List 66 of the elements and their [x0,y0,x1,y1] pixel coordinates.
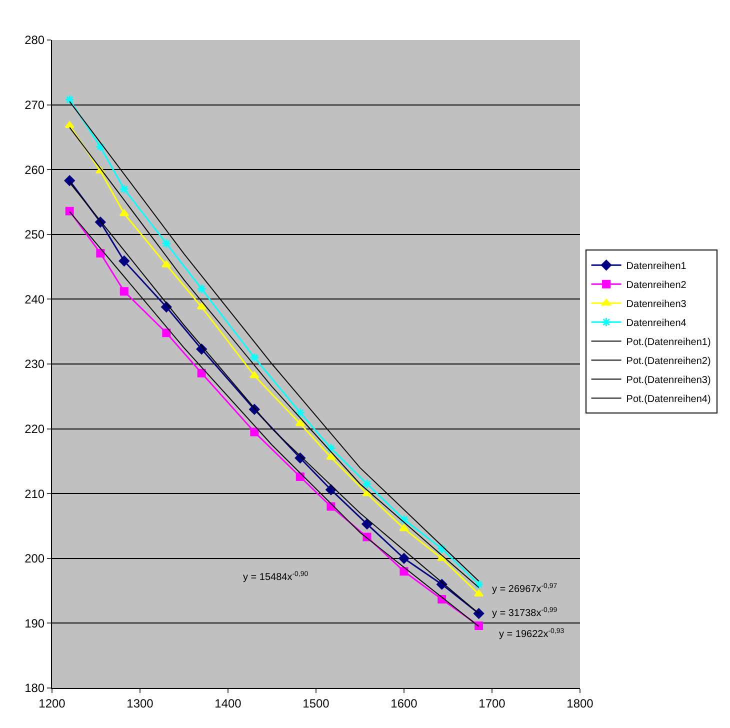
x-tick-label: 1300 [126,696,154,710]
point [295,419,305,426]
x-tick-label: 1700 [478,696,506,710]
x-tick-label: 1200 [38,696,66,710]
point [474,579,484,590]
point [474,622,484,630]
point [362,478,372,489]
legend-label: Pot.(Datenreihen4) [626,394,711,405]
legend-label: Pot.(Datenreihen3) [626,375,711,386]
x-tick-label: 1500 [302,696,330,710]
annotation: y = 19622x$^{-0,93}$ [499,628,564,640]
point [162,260,172,268]
point [96,248,105,258]
y-tick-label: 280 [24,33,45,48]
y-tick-label: 210 [24,486,45,501]
y-tick-label: 230 [24,357,45,372]
point [474,608,484,619]
point [196,302,206,310]
legend-label: Datenreihen4 [626,318,687,329]
x-tick-label: 1400 [214,696,242,710]
point [295,408,306,418]
x-tick-label: 1600 [390,696,418,710]
y-tick-label: 190 [24,616,45,630]
point [119,209,129,216]
point [196,284,207,294]
y-tick-label: 250 [24,228,45,242]
point [64,175,75,186]
annotation: y = 31738x$^{-0,99}$ [492,607,558,620]
point [399,514,409,524]
point [119,184,130,194]
point [362,518,372,530]
y-tick-label: 220 [24,422,45,436]
point [95,142,106,152]
y-tick-label: 270 [24,98,45,112]
annotation: y = 26967x$^{-0,97}$ [492,583,558,596]
y-tick-label: 240 [24,292,45,306]
legend-label: Datenreihen3 [626,299,687,310]
point [250,371,260,378]
point [326,453,336,460]
y-tick-label: 260 [24,162,45,177]
point [249,352,260,362]
point [162,328,171,338]
point [398,553,410,564]
legend-label: Datenreihen2 [626,280,687,291]
point [120,287,128,296]
point [399,524,409,532]
point [64,121,74,128]
point [250,428,259,436]
point [474,590,484,597]
point [436,544,447,554]
point [326,443,336,454]
point [65,206,74,216]
y-tick-label: 200 [24,552,45,566]
legend-label: Pot.(Datenreihen2) [626,356,711,367]
legend-label: Pot.(Datenreihen1) [626,337,711,348]
point [197,368,206,378]
x-tick-label: 1800 [566,696,594,710]
legend-label: Datenreihen1 [626,261,687,272]
point [437,554,447,561]
point [296,472,304,481]
annotation: y = 15484x$^{-0,90}$ [243,571,308,584]
point [118,256,130,266]
y-tick-label: 180 [24,681,45,696]
point [64,94,75,105]
point [400,567,408,576]
point [161,238,172,248]
